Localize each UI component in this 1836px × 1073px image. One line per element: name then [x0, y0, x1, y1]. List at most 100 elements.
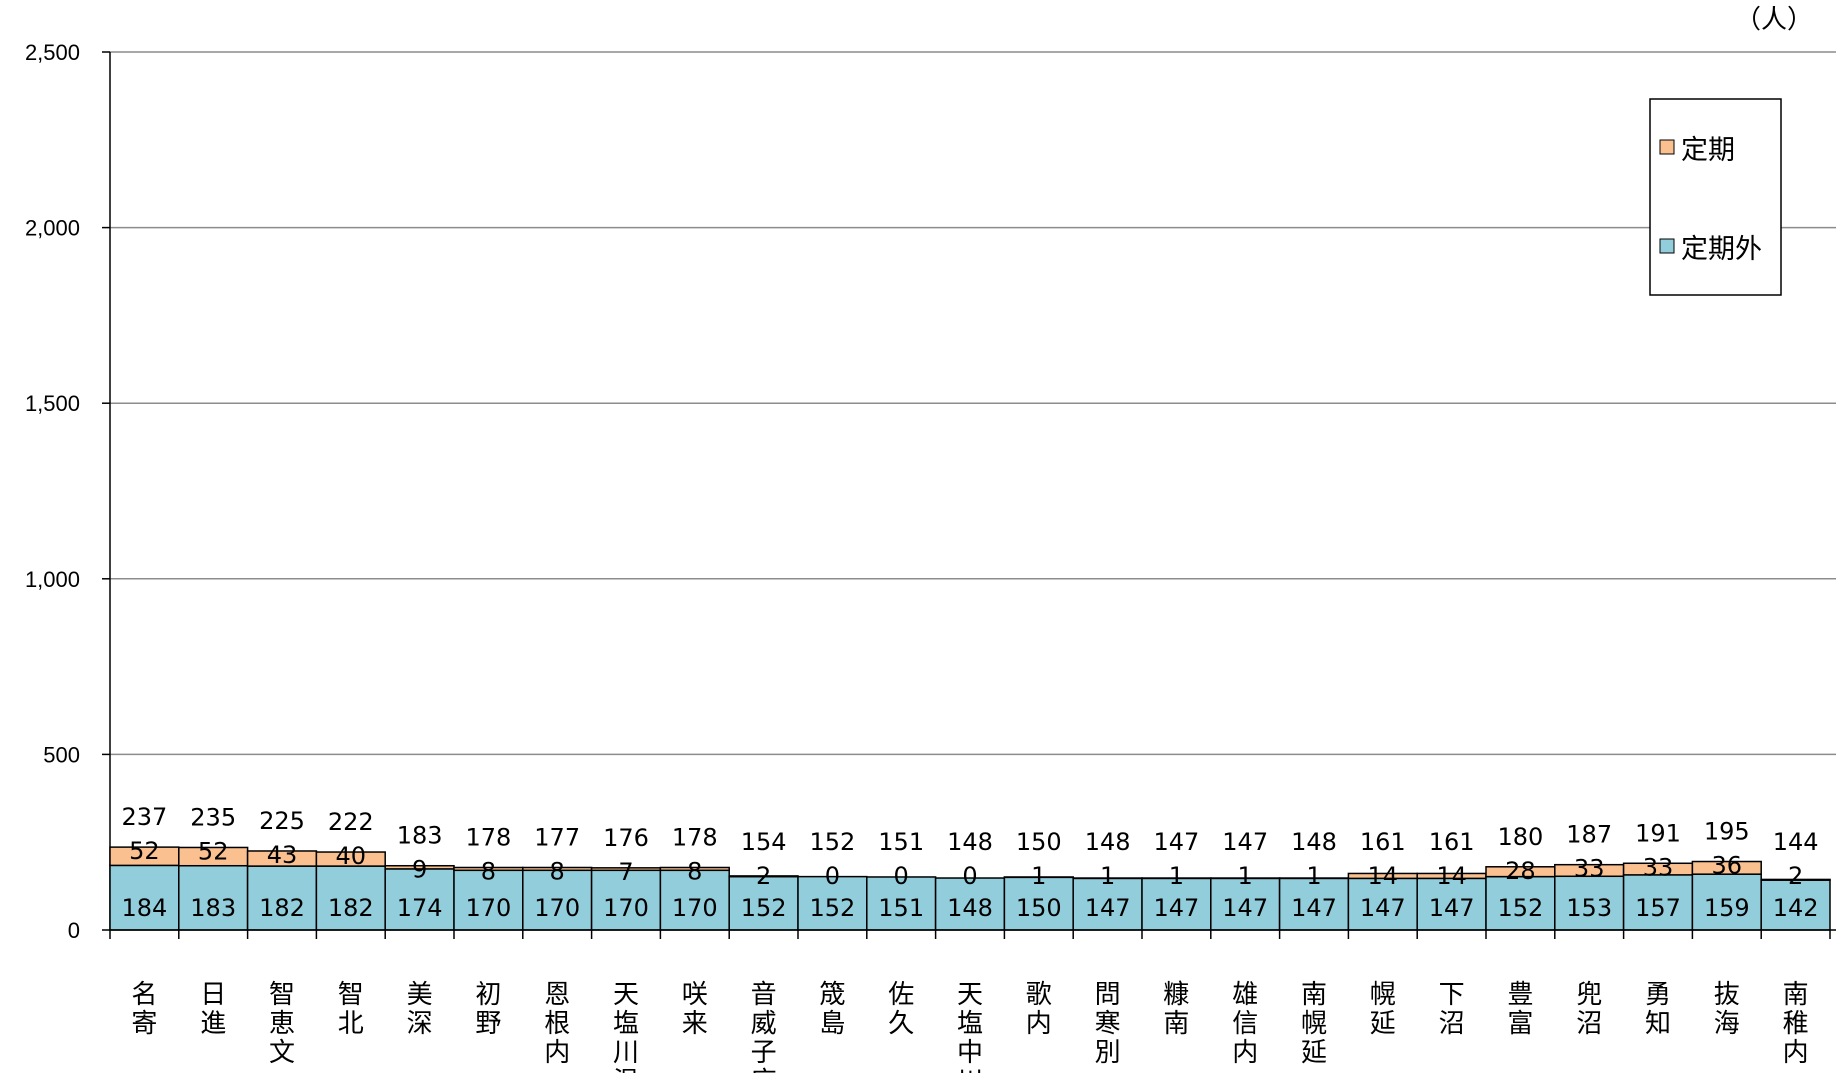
data-label-teiki-gai: 159	[1704, 894, 1750, 922]
data-label-teiki-gai: 147	[1360, 894, 1406, 922]
bar-segment-teiki-gai	[728, 875, 799, 931]
x-category-label: 問寒別	[1095, 980, 1121, 1068]
data-label-teiki-gai: 182	[259, 894, 305, 922]
data-label-total: 222	[328, 808, 374, 836]
y-axis: 0 500 1,000 1,500 2,000 2,500	[25, 40, 111, 943]
data-label-teiki: 8	[687, 857, 702, 885]
data-label-total: 147	[1222, 828, 1268, 856]
bar-segment-teiki-gai	[797, 875, 868, 931]
data-label-teiki: 1	[1238, 862, 1253, 890]
data-label-teiki: 36	[1712, 852, 1743, 880]
data-label-total: 235	[190, 803, 236, 831]
data-label-teiki: 43	[267, 841, 298, 869]
x-category-label: 筬島	[819, 980, 845, 1039]
data-label-teiki-gai: 142	[1773, 894, 1819, 922]
x-category-label: 南幌延	[1301, 980, 1327, 1068]
data-label-teiki-gai: 157	[1635, 894, 1681, 922]
unit-label: （人）	[1735, 5, 1813, 35]
data-label-teiki-gai: 148	[947, 894, 993, 922]
data-labels: 1845223718352235182432251824022217491831…	[121, 803, 1818, 922]
data-label-teiki: 33	[1574, 855, 1605, 883]
data-label-total: 187	[1566, 821, 1612, 849]
data-label-total: 148	[947, 828, 993, 856]
x-category-label: 智北	[338, 980, 364, 1039]
x-category-label: 音威子府	[751, 980, 777, 1073]
data-label-teiki: 8	[481, 857, 496, 885]
data-label-total: 176	[603, 824, 649, 852]
x-category-label: 天塩川温泉	[613, 980, 639, 1073]
x-category-label: 智恵文	[269, 980, 295, 1068]
data-label-total: 152	[809, 828, 855, 856]
y-tick-label: 500	[43, 742, 80, 767]
x-category-label: 初野	[475, 980, 501, 1039]
x-category-label: 糠南	[1163, 980, 1189, 1039]
data-label-total: 161	[1360, 828, 1406, 856]
bar-segment-teiki-gai	[1347, 877, 1418, 931]
data-label-total: 177	[534, 823, 580, 851]
data-label-total: 183	[397, 822, 443, 850]
x-category-label: 幌延	[1370, 980, 1396, 1039]
x-category-label: 名寄	[131, 980, 157, 1039]
data-label-teiki: 52	[198, 837, 229, 865]
x-category-label: 佐久	[888, 980, 914, 1039]
data-label-teiki: 14	[1368, 862, 1399, 890]
y-tick-label: 1,500	[25, 391, 80, 416]
data-label-teiki: 2	[756, 862, 771, 890]
x-category-label: 日進	[200, 980, 226, 1039]
bar-segment-teiki-gai	[1485, 875, 1556, 931]
data-label-total: 150	[1016, 828, 1062, 856]
data-label-teiki: 2	[1788, 862, 1803, 890]
legend-swatch	[1659, 238, 1675, 254]
data-label-teiki: 0	[894, 862, 909, 890]
data-label-teiki: 1	[1031, 862, 1046, 890]
data-label-teiki: 28	[1505, 857, 1536, 885]
x-category-label: 勇知	[1645, 980, 1671, 1039]
bar-segment-teiki-gai	[453, 869, 524, 931]
data-label-teiki-gai: 152	[741, 894, 787, 922]
x-category-label: 恩根内	[544, 980, 570, 1068]
bar-segment-teiki-gai	[934, 877, 1006, 931]
data-label-teiki: 14	[1436, 862, 1467, 890]
bar-segment-teiki-gai	[1278, 877, 1350, 931]
gridlines	[110, 51, 1836, 756]
legend-label: 定期外	[1681, 234, 1762, 265]
data-label-total: 144	[1773, 828, 1819, 856]
data-label-teiki: 7	[618, 858, 633, 886]
x-category-label: 下沼	[1439, 980, 1465, 1039]
data-label-total: 195	[1704, 818, 1750, 846]
x-category-label: 南稚内	[1783, 980, 1809, 1068]
data-label-teiki-gai: 147	[1429, 894, 1475, 922]
bar-segment-teiki-gai	[866, 876, 937, 931]
data-label-total: 154	[741, 828, 787, 856]
data-label-teiki-gai: 182	[328, 894, 374, 922]
data-label-teiki: 33	[1643, 853, 1674, 881]
data-label-teiki-gai: 153	[1566, 894, 1612, 922]
legend-swatch	[1659, 139, 1675, 155]
data-label-teiki-gai: 170	[465, 894, 511, 922]
data-label-teiki-gai: 147	[1085, 894, 1131, 922]
data-label-teiki-gai: 152	[809, 894, 855, 922]
bar-segment-teiki	[1760, 878, 1831, 881]
data-label-teiki-gai: 150	[1016, 894, 1062, 922]
data-label-teiki: 40	[336, 842, 367, 870]
bar-segment-teiki	[1691, 860, 1762, 875]
bar-segment-teiki-gai	[109, 864, 180, 931]
y-tick-label: 1,000	[25, 567, 80, 592]
data-label-teiki: 52	[129, 837, 160, 865]
legend-box	[1649, 98, 1782, 296]
x-category-label: 咲来	[682, 980, 708, 1039]
data-label-teiki-gai: 174	[397, 894, 443, 922]
x-category-label: 雄信内	[1232, 980, 1258, 1068]
data-label-total: 178	[672, 823, 718, 851]
bar-segment-teiki-gai	[1003, 876, 1074, 931]
bar-segment-teiki	[315, 851, 386, 867]
data-label-total: 147	[1153, 828, 1199, 856]
data-label-total: 161	[1429, 828, 1475, 856]
legend-label: 定期	[1681, 135, 1735, 166]
data-label-teiki-gai: 152	[1497, 894, 1543, 922]
data-label-teiki: 1	[1306, 862, 1321, 890]
bar-segment-teiki	[659, 866, 730, 872]
data-label-teiki-gai: 183	[190, 894, 236, 922]
data-label-teiki-gai: 147	[1153, 894, 1199, 922]
